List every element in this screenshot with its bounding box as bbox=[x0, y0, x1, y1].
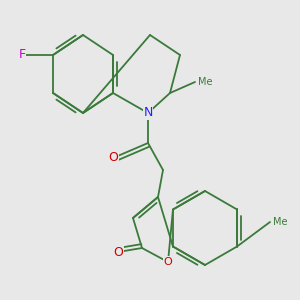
Text: O: O bbox=[108, 152, 118, 164]
Text: O: O bbox=[164, 257, 172, 267]
Text: N: N bbox=[143, 106, 153, 119]
Text: F: F bbox=[18, 49, 26, 62]
Text: Me: Me bbox=[198, 77, 212, 87]
Text: Me: Me bbox=[273, 217, 287, 227]
Text: O: O bbox=[113, 245, 123, 259]
